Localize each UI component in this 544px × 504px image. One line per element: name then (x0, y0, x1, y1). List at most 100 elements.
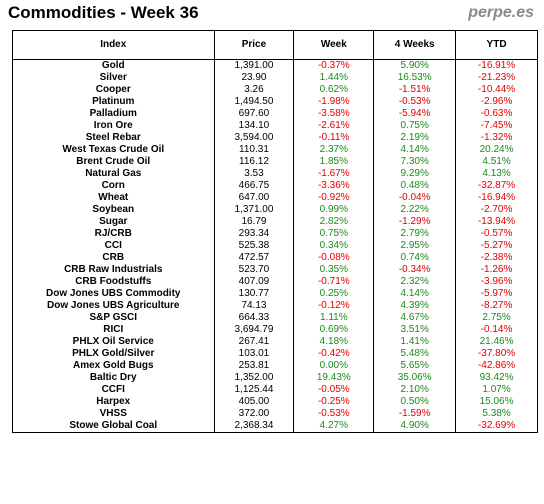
four-week-change-cell: -1.59% (373, 408, 457, 420)
table-row: Stowe Global Coal 2,368.34 4.27% 4.90% -32.6… (12, 420, 538, 433)
ytd-change-cell: -2.38% (455, 252, 538, 264)
index-cell: CRB (12, 252, 215, 264)
week-change-cell: -0.37% (293, 59, 375, 72)
index-cell: CCI (12, 240, 215, 252)
four-week-change-cell: -1.29% (373, 216, 457, 228)
price-cell: 110.31 (213, 144, 295, 156)
week-change-cell: 4.27% (293, 420, 375, 433)
price-cell: 1,125.44 (213, 384, 295, 396)
four-week-change-cell: 0.75% (373, 120, 457, 132)
week-change-cell: 1.11% (293, 312, 375, 324)
index-cell: Palladium (12, 108, 215, 120)
price-cell: 23.90 (213, 72, 295, 84)
table-row: RICI 3,694.79 0.69% 3.51% -0.14% (12, 324, 538, 336)
table-row: Dow Jones UBS Commodity 130.77 0.25% 4.14% -… (12, 288, 538, 300)
price-cell: 372.00 (213, 408, 295, 420)
ytd-change-cell: -1.26% (455, 264, 538, 276)
four-week-change-cell: 4.14% (373, 288, 457, 300)
price-cell: 1,494.50 (213, 96, 295, 108)
ytd-change-cell: -32.69% (455, 420, 538, 433)
week-change-cell: 4.18% (293, 336, 375, 348)
table-row: West Texas Crude Oil 110.31 2.37% 4.14% 20.2… (12, 144, 538, 156)
ytd-change-cell: -8.27% (455, 300, 538, 312)
four-week-change-cell: 2.22% (373, 204, 457, 216)
table-row: Steel Rebar 3,594.00 -0.11% 2.19% -1.32% (12, 132, 538, 144)
ytd-change-cell: -13.94% (455, 216, 538, 228)
ytd-change-cell: -0.57% (455, 228, 538, 240)
table-row: CRB Raw Industrials 523.70 0.35% -0.34% -1.2… (12, 264, 538, 276)
price-cell: 3.53 (213, 168, 295, 180)
index-cell: Natural Gas (12, 168, 215, 180)
ytd-change-cell: 93.42% (455, 372, 538, 384)
ytd-change-cell: 21.46% (455, 336, 538, 348)
price-cell: 3,694.79 (213, 324, 295, 336)
index-cell: Soybean (12, 204, 215, 216)
page-title: Commodities - Week 36 (8, 3, 199, 22)
index-cell: RJ/CRB (12, 228, 215, 240)
week-change-cell: -0.71% (293, 276, 375, 288)
four-week-change-cell: 35.06% (373, 372, 457, 384)
four-week-change-cell: 9.29% (373, 168, 457, 180)
index-cell: S&P GSCI (12, 312, 215, 324)
week-change-cell: 1.85% (293, 156, 375, 168)
index-cell: Stowe Global Coal (12, 420, 215, 433)
ytd-change-cell: -7.45% (455, 120, 538, 132)
table-row: Gold 1,391.00 -0.37% 5.90% -16.91% (12, 59, 538, 72)
ytd-change-cell: 15.06% (455, 396, 538, 408)
ytd-change-cell: -3.96% (455, 276, 538, 288)
four-week-change-cell: -1.51% (373, 84, 457, 96)
ytd-change-cell: -37.80% (455, 348, 538, 360)
ytd-change-cell: -0.63% (455, 108, 538, 120)
table-row: RJ/CRB 293.34 0.75% 2.79% -0.57% (12, 228, 538, 240)
ytd-change-cell: 4.51% (455, 156, 538, 168)
price-cell: 74.13 (213, 300, 295, 312)
table-row: Natural Gas 3.53 -1.67% 9.29% 4.13% (12, 168, 538, 180)
price-cell: 103.01 (213, 348, 295, 360)
table-row: VHSS 372.00 -0.53% -1.59% 5.38% (12, 408, 538, 420)
four-week-change-cell: 4.39% (373, 300, 457, 312)
ytd-change-cell: -32.87% (455, 180, 538, 192)
week-change-cell: 2.37% (293, 144, 375, 156)
ytd-change-cell: -5.97% (455, 288, 538, 300)
price-cell: 523.70 (213, 264, 295, 276)
ytd-change-cell: -2.96% (455, 96, 538, 108)
four-week-change-cell: 2.32% (373, 276, 457, 288)
week-change-cell: 0.75% (293, 228, 375, 240)
four-week-change-cell: 4.90% (373, 420, 457, 433)
index-cell: Steel Rebar (12, 132, 215, 144)
four-week-change-cell: 7.30% (373, 156, 457, 168)
four-week-change-cell: 5.65% (373, 360, 457, 372)
week-change-cell: -0.53% (293, 408, 375, 420)
table-row: Wheat 647.00 -0.92% -0.04% -16.94% (12, 192, 538, 204)
week-change-cell: 0.25% (293, 288, 375, 300)
price-cell: 130.77 (213, 288, 295, 300)
table-row: CCFI 1,125.44 -0.05% 2.10% 1.07% (12, 384, 538, 396)
week-change-cell: 0.00% (293, 360, 375, 372)
week-change-cell: -3.36% (293, 180, 375, 192)
price-cell: 1,352.00 (213, 372, 295, 384)
four-week-change-cell: 2.10% (373, 384, 457, 396)
ytd-change-cell: -42.86% (455, 360, 538, 372)
price-cell: 1,391.00 (213, 59, 295, 72)
table-row: CRB 472.57 -0.08% 0.74% -2.38% (12, 252, 538, 264)
index-cell: VHSS (12, 408, 215, 420)
index-cell: RICI (12, 324, 215, 336)
week-change-cell: -1.98% (293, 96, 375, 108)
four-week-change-cell: -0.34% (373, 264, 457, 276)
index-cell: Platinum (12, 96, 215, 108)
price-cell: 116.12 (213, 156, 295, 168)
table-row: Silver 23.90 1.44% 16.53% -21.23% (12, 72, 538, 84)
index-cell: Iron Ore (12, 120, 215, 132)
index-cell: Corn (12, 180, 215, 192)
table-row: Baltic Dry 1,352.00 19.43% 35.06% 93.42% (12, 372, 538, 384)
index-cell: PHLX Oil Service (12, 336, 215, 348)
ytd-change-cell: -0.14% (455, 324, 538, 336)
ytd-change-cell: 2.75% (455, 312, 538, 324)
table-row: Corn 466.75 -3.36% 0.48% -32.87% (12, 180, 538, 192)
ytd-change-cell: -16.91% (455, 59, 538, 72)
price-cell: 647.00 (213, 192, 295, 204)
ytd-change-cell: -1.32% (455, 132, 538, 144)
table-row: PHLX Gold/Silver 103.01 -0.42% 5.48% -37.80% (12, 348, 538, 360)
four-week-change-cell: -0.04% (373, 192, 457, 204)
week-change-cell: 0.69% (293, 324, 375, 336)
